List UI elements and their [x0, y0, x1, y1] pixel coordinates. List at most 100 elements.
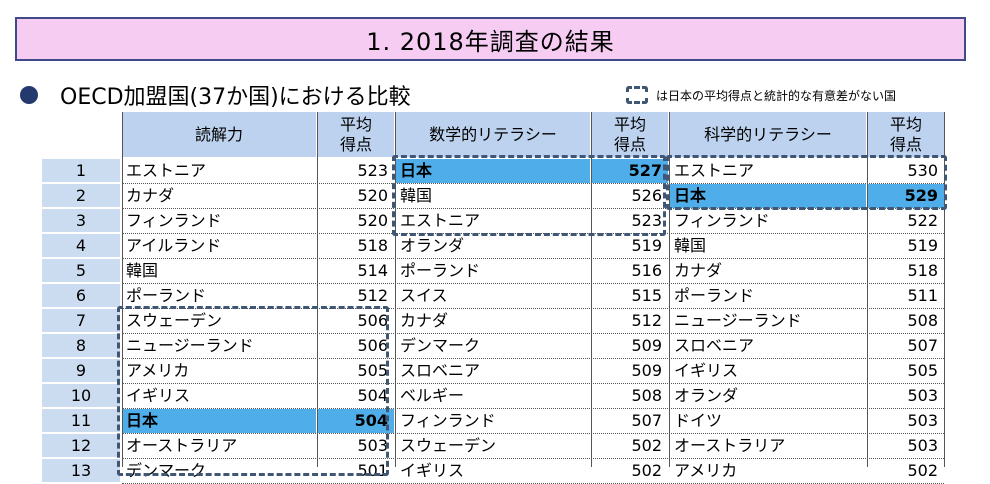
country-cell: フィンランド	[126, 211, 222, 230]
score-cell: 508	[631, 386, 662, 405]
score-cell: 522	[907, 211, 938, 230]
rank-cell: 2	[42, 184, 120, 208]
score-cell: 503	[907, 411, 938, 430]
rank-cell: 1	[42, 159, 120, 183]
column-divider	[395, 112, 396, 467]
header-score-line2: 得点	[613, 134, 646, 154]
country-cell: アメリカ	[674, 461, 738, 480]
rank-cell: 8	[42, 334, 120, 358]
row-divider	[122, 258, 944, 259]
column-divider	[122, 112, 123, 467]
header-score-line1: 平均	[889, 114, 922, 134]
rank-cell: 7	[42, 309, 120, 333]
score-cell: 505	[907, 361, 938, 380]
score-cell: 523	[357, 161, 388, 180]
country-cell: 日本	[670, 184, 866, 208]
column-divider	[669, 112, 670, 467]
dashed-box-icon	[626, 86, 648, 104]
row-divider	[122, 358, 944, 359]
country-cell: スイス	[400, 286, 448, 305]
column-divider	[591, 112, 592, 467]
score-cell: 529	[868, 184, 944, 208]
country-cell: 日本	[396, 159, 590, 183]
score-cell: 520	[357, 186, 388, 205]
legend-text: は日本の平均得点と統計的な有意差がない国	[656, 88, 897, 103]
header-score-line1: 平均	[339, 114, 372, 134]
country-cell: フィンランド	[674, 211, 770, 230]
score-cell: 507	[907, 336, 938, 355]
page-title: 1. 2018年調査の結果	[15, 17, 966, 61]
column-divider	[317, 112, 318, 467]
science-no-difference-box	[666, 155, 947, 210]
score-cell: 505	[357, 361, 388, 380]
math-no-difference-box	[392, 155, 666, 236]
country-cell: デンマーク	[400, 336, 481, 355]
score-cell: 523	[631, 211, 662, 230]
score-cell: 506	[357, 311, 388, 330]
country-cell: ドイツ	[674, 411, 723, 430]
country-cell: スウェーデン	[126, 311, 223, 330]
row-divider	[122, 333, 944, 334]
header-score-line2: 得点	[339, 134, 372, 154]
row-divider	[122, 308, 944, 309]
country-cell: スロベニア	[674, 336, 755, 355]
country-cell: ポーランド	[126, 286, 207, 305]
score-cell: 503	[357, 436, 388, 455]
score-cell: 518	[907, 261, 938, 280]
country-cell: 日本	[122, 409, 316, 433]
header-score-line1: 平均	[613, 114, 646, 134]
country-cell: ニュージーランド	[674, 311, 802, 330]
score-cell: 520	[357, 211, 388, 230]
score-cell: 514	[357, 261, 388, 280]
header-score-line2: 得点	[889, 134, 922, 154]
rank-cell: 10	[42, 384, 120, 408]
country-cell: エストニア	[126, 161, 207, 180]
header-science-score: 平均 得点	[868, 112, 944, 157]
score-cell: 509	[631, 336, 662, 355]
column-divider	[944, 112, 945, 467]
rank-cell: 12	[42, 434, 120, 458]
score-cell: 512	[631, 311, 662, 330]
score-cell: 502	[907, 461, 938, 480]
country-cell: ニュージーランド	[126, 336, 254, 355]
country-cell: オーストラリア	[126, 436, 238, 455]
score-cell: 518	[357, 236, 388, 255]
rank-cell: 11	[42, 409, 120, 433]
score-cell: 515	[631, 286, 662, 305]
country-cell: 韓国	[674, 236, 707, 255]
country-cell: イギリス	[674, 361, 739, 380]
column-divider	[867, 112, 868, 467]
country-cell: オランダ	[674, 386, 739, 405]
country-cell: スロベニア	[400, 361, 481, 380]
header-math-score: 平均 得点	[592, 112, 668, 157]
rank-cell: 6	[42, 284, 120, 308]
legend: は日本の平均得点と統計的な有意差がない国	[626, 84, 896, 106]
score-cell: 527	[592, 159, 668, 183]
country-cell: 韓国	[126, 261, 159, 280]
score-cell: 530	[907, 161, 938, 180]
score-cell: 508	[907, 311, 938, 330]
country-cell: ベルギー	[400, 386, 465, 405]
country-cell: エストニア	[674, 161, 755, 180]
score-cell: 502	[631, 461, 662, 480]
score-cell: 506	[357, 336, 388, 355]
row-divider	[122, 458, 944, 459]
country-cell: エストニア	[400, 211, 481, 230]
bullet-icon	[20, 86, 38, 104]
rank-cell: 9	[42, 359, 120, 383]
score-cell: 503	[907, 436, 938, 455]
section-heading: OECD加盟国(37か国)における比較	[20, 80, 411, 110]
rank-cell: 4	[42, 234, 120, 258]
row-divider	[122, 383, 944, 384]
score-cell: 511	[907, 286, 938, 305]
country-cell: 韓国	[400, 186, 433, 205]
country-cell: イギリス	[400, 461, 465, 480]
country-cell: オランダ	[400, 236, 465, 255]
score-cell: 512	[357, 286, 388, 305]
country-cell: ポーランド	[674, 286, 755, 305]
score-cell: 519	[907, 236, 938, 255]
country-cell: カナダ	[400, 311, 449, 330]
header-math: 数学的リテラシー	[396, 112, 590, 157]
country-cell: フィンランド	[400, 411, 496, 430]
row-divider	[122, 433, 944, 434]
